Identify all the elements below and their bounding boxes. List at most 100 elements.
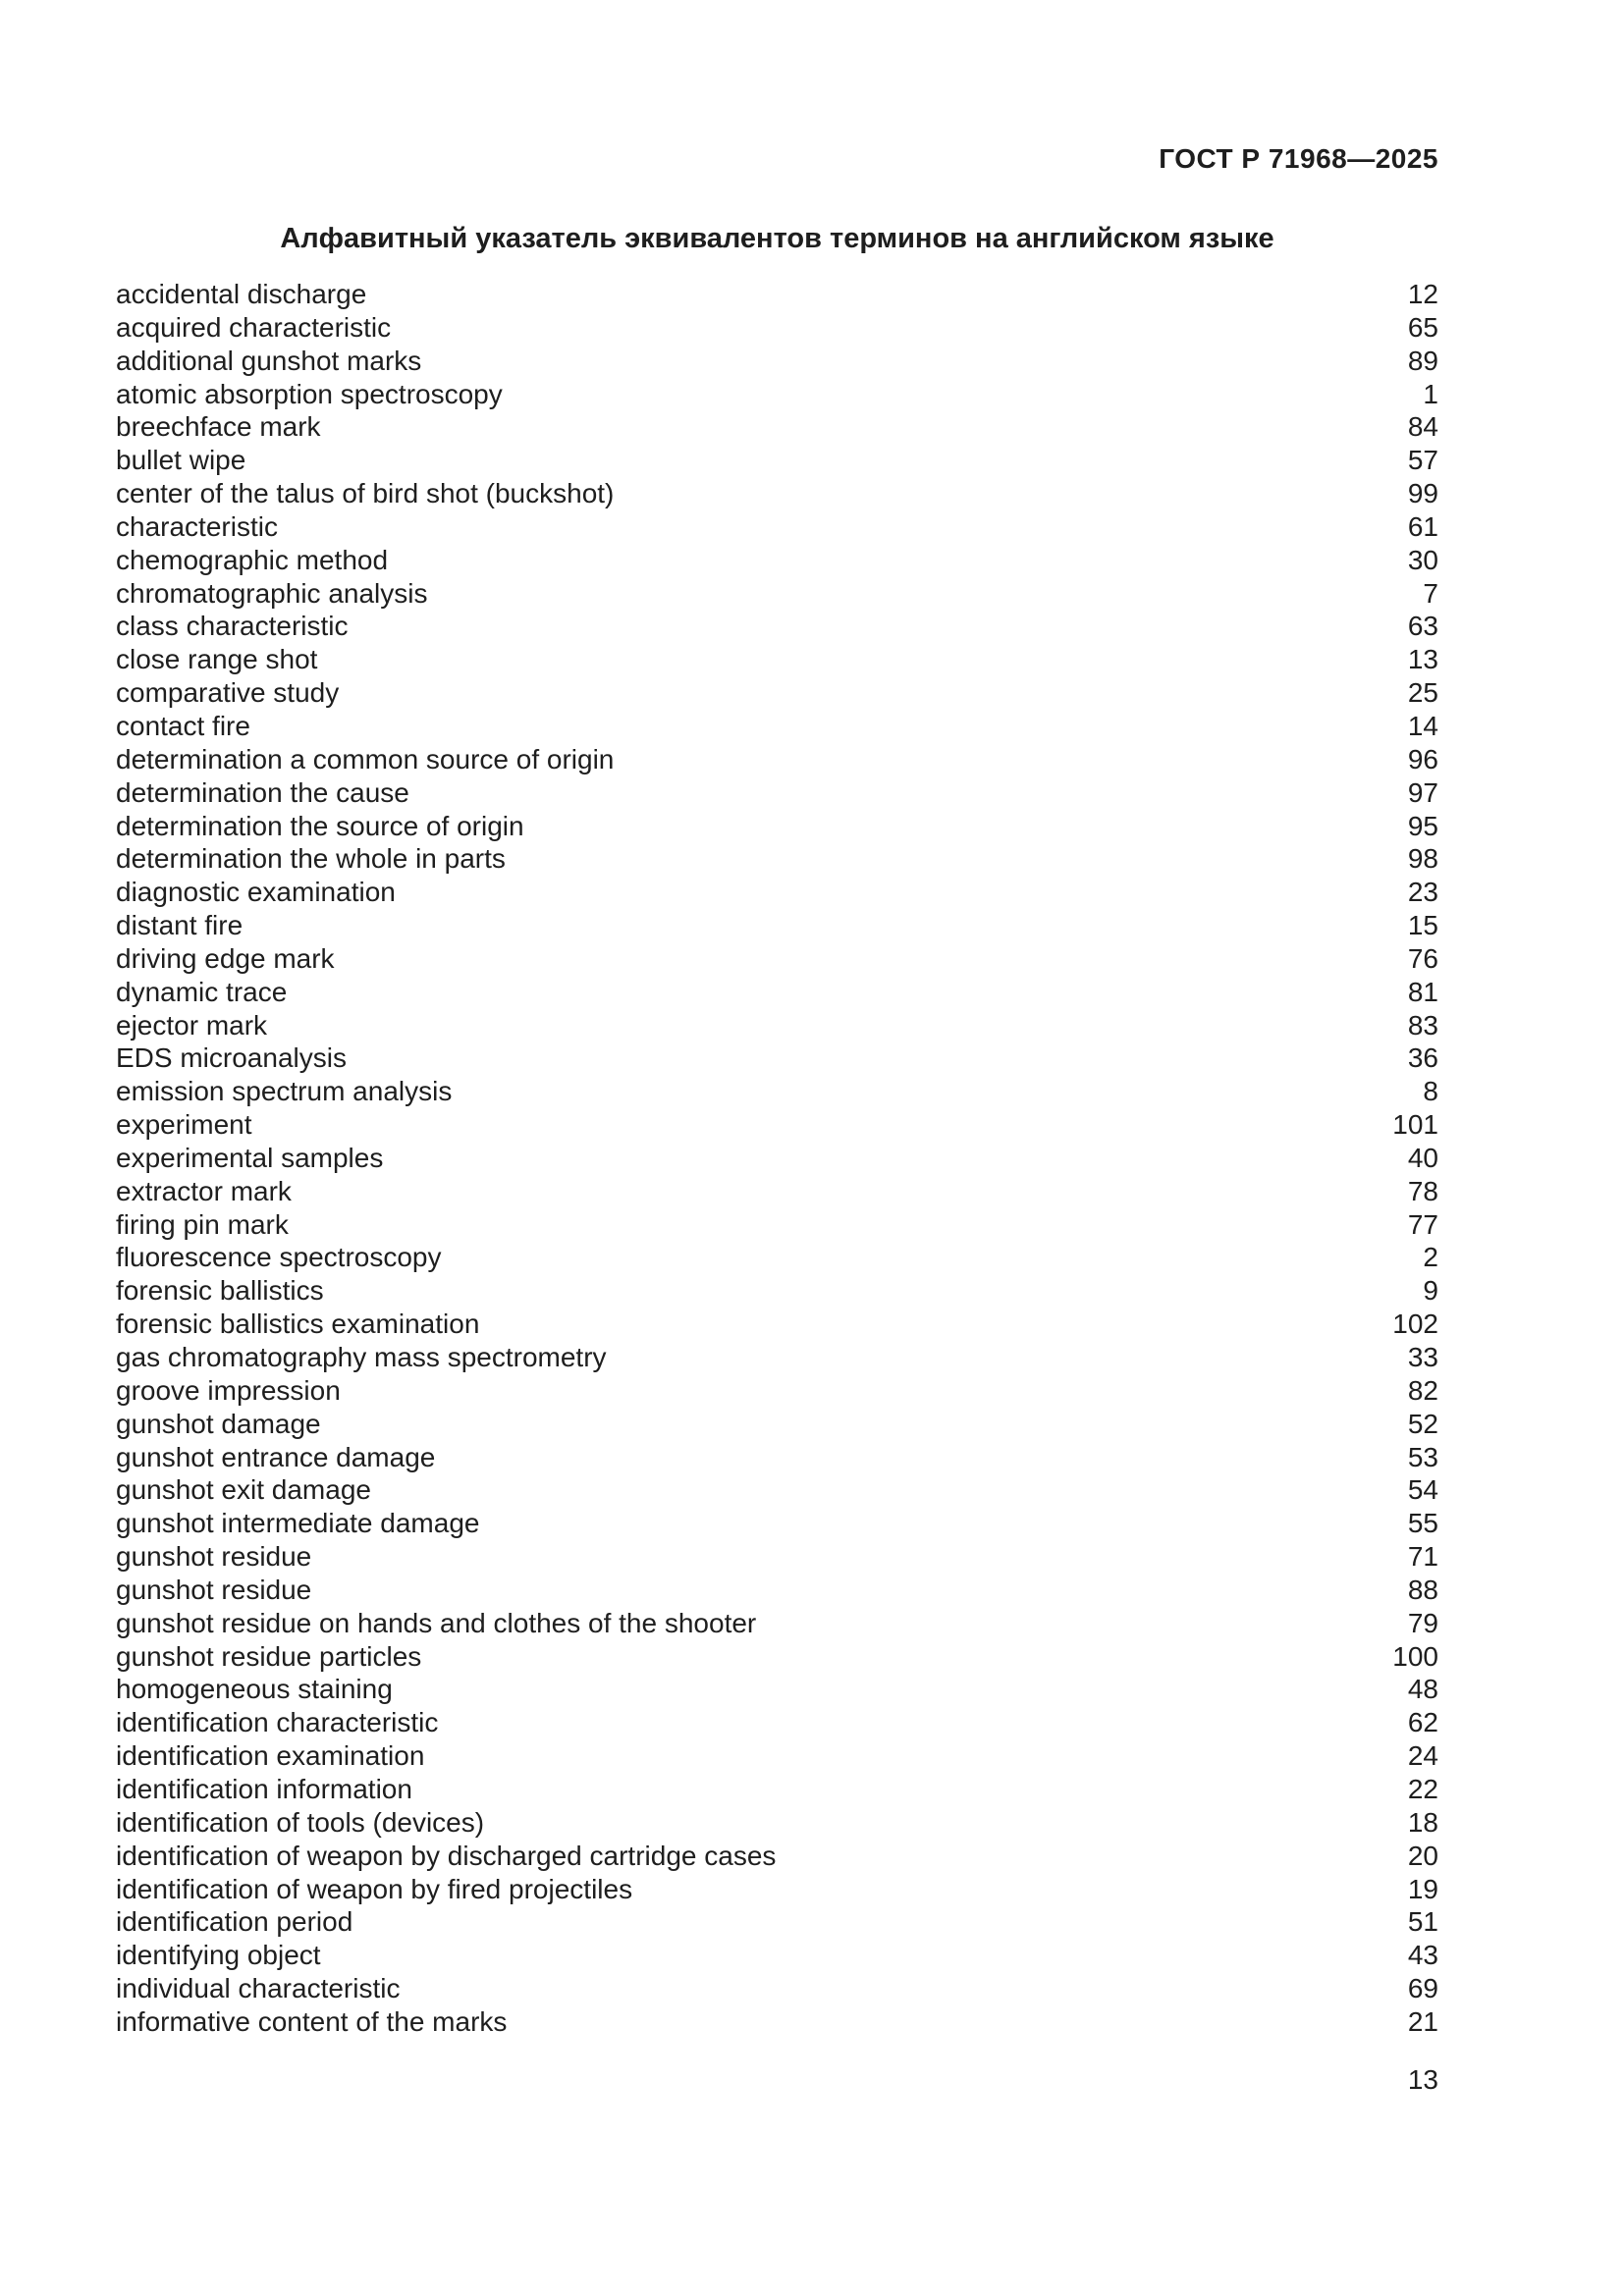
term-page-ref: 77 [1407,1208,1438,1240]
index-entry: identifying object 43 [116,1939,1438,1972]
index-entry: gunshot intermediate damage 55 [116,1507,1438,1540]
index-entry: accidental discharge 12 [116,278,1438,311]
term-label: gunshot residue on hands and clothes of … [116,1607,757,1638]
term-label: identification of weapon by discharged c… [116,1840,777,1871]
term-label: forensic ballistics examination [116,1308,480,1340]
term-page-ref: 83 [1407,1009,1438,1041]
index-entry: determination a common source of origin … [116,743,1438,776]
term-page-ref: 71 [1407,1541,1438,1573]
index-entry: additional gunshot marks 89 [116,345,1438,378]
index-entry: characteristic 61 [116,510,1438,544]
index-entry: determination the whole in parts 98 [116,842,1438,876]
index-entry: acquired characteristic 65 [116,311,1438,345]
index-entry: dynamic trace 81 [116,976,1438,1009]
term-page-ref: 23 [1407,877,1438,908]
term-label: identification characteristic [116,1707,439,1738]
term-label: identification information [116,1773,412,1804]
term-page-ref: 14 [1407,710,1438,741]
index-entry: identification of weapon by discharged c… [116,1840,1438,1873]
term-page-ref: 48 [1407,1674,1438,1705]
term-label: firing pin mark [116,1208,289,1240]
term-page-ref: 43 [1407,1940,1438,1971]
term-label: fluorescence spectroscopy [116,1242,442,1273]
term-page-ref: 2 [1423,1242,1438,1273]
term-label: emission spectrum analysis [116,1076,453,1107]
term-label: additional gunshot marks [116,345,422,376]
term-label: accidental discharge [116,279,367,309]
term-page-ref: 54 [1407,1474,1438,1506]
term-label: characteristic [116,510,278,542]
term-page-ref: 81 [1407,976,1438,1007]
index-entry: chemographic method 30 [116,544,1438,577]
index-entry: forensic ballistics 9 [116,1274,1438,1308]
index-entry: informative content of the marks 21 [116,2005,1438,2039]
term-label: groove impression [116,1374,341,1406]
index-entry: experiment 101 [116,1108,1438,1142]
index-entry: gunshot entrance damage 53 [116,1441,1438,1474]
index-entry: bullet wipe 57 [116,444,1438,477]
index-entry: breechface mark 84 [116,410,1438,444]
term-label: gunshot exit damage [116,1474,371,1506]
term-label: bullet wipe [116,445,246,476]
index-entry: identification examination 24 [116,1739,1438,1773]
term-label: dynamic trace [116,976,288,1007]
term-label: driving edge mark [116,942,335,974]
index-entry: gunshot residue 88 [116,1574,1438,1607]
term-page-ref: 99 [1407,478,1438,509]
index-entry: groove impression 82 [116,1374,1438,1408]
term-label: distant fire [116,910,244,941]
term-label: ejector mark [116,1009,268,1041]
index-entry: ejector mark 83 [116,1009,1438,1042]
term-page-ref: 53 [1407,1441,1438,1472]
term-label: experiment [116,1109,252,1141]
index-entry: EDS microanalysis 36 [116,1041,1438,1075]
term-page-ref: 97 [1407,776,1438,808]
index-entry: emission spectrum analysis 8 [116,1075,1438,1108]
term-label: determination a common source of origin [116,743,615,774]
index-entry: diagnostic examination 23 [116,876,1438,909]
term-page-ref: 9 [1423,1275,1438,1307]
term-label: close range shot [116,644,318,675]
term-page-ref: 101 [1392,1109,1438,1141]
term-page-ref: 82 [1407,1374,1438,1406]
term-page-ref: 22 [1407,1773,1438,1804]
term-page-ref: 100 [1392,1640,1438,1672]
index-entry: experimental samples 40 [116,1142,1438,1175]
term-page-ref: 21 [1407,2005,1438,2037]
term-label: contact fire [116,710,250,741]
term-label: gas chromatography mass spectrometry [116,1342,607,1372]
term-page-ref: 20 [1407,1840,1438,1871]
term-label: chemographic method [116,544,389,575]
index-entry: fluorescence spectroscopy 2 [116,1241,1438,1274]
index-entry: driving edge mark 76 [116,942,1438,976]
term-page-ref: 89 [1407,345,1438,376]
term-label: EDS microanalysis [116,1042,347,1074]
term-page-ref: 33 [1407,1342,1438,1372]
index-entry: distant fire 15 [116,909,1438,942]
term-page-ref: 76 [1407,942,1438,974]
term-page-ref: 95 [1407,810,1438,841]
term-label: acquired characteristic [116,311,392,343]
term-page-ref: 36 [1407,1042,1438,1074]
index-entry: class characteristic 63 [116,610,1438,643]
page-number: 13 [1407,2064,1438,2095]
term-page-ref: 63 [1407,611,1438,642]
term-page-ref: 51 [1407,1906,1438,1938]
term-page-ref: 65 [1407,311,1438,343]
term-label: identification of tools (devices) [116,1806,485,1838]
term-page-ref: 40 [1407,1142,1438,1173]
term-page-ref: 98 [1407,843,1438,875]
term-label: gunshot residue particles [116,1640,422,1672]
term-page-ref: 102 [1392,1308,1438,1340]
index-entry: gunshot exit damage 54 [116,1473,1438,1507]
term-label: gunshot residue [116,1541,312,1573]
term-label: extractor mark [116,1175,292,1206]
index-entry: comparative study 25 [116,676,1438,710]
term-label: determination the cause [116,776,409,808]
term-page-ref: 62 [1407,1707,1438,1738]
index-entry: identification of weapon by fired projec… [116,1873,1438,1906]
term-label: forensic ballistics [116,1275,324,1307]
page-title: Алфавитный указатель эквивалентов термин… [280,223,1274,254]
index-entry: gunshot residue on hands and clothes of … [116,1607,1438,1640]
